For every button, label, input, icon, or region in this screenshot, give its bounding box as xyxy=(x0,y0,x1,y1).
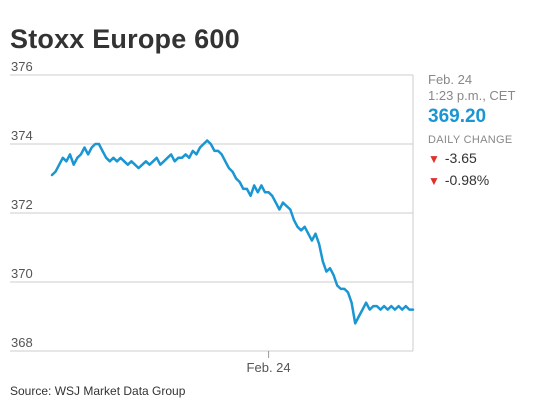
down-triangle-icon: ▼ xyxy=(428,174,440,188)
source-note: Source: WSJ Market Data Group xyxy=(10,384,186,398)
x-tick-label: Feb. 24 xyxy=(247,360,291,375)
change-points: -3.65 xyxy=(444,150,477,166)
y-tick-label: 370 xyxy=(11,266,33,281)
quote-time: 1:23 p.m., CET xyxy=(428,88,516,103)
change-percent-row: ▼ -0.98% xyxy=(428,171,533,190)
daily-change-label: DAILY CHANGE xyxy=(428,134,513,146)
down-triangle-icon: ▼ xyxy=(428,152,440,166)
y-tick-label: 372 xyxy=(11,197,33,212)
quote-date: Feb. 24 xyxy=(428,72,473,87)
y-tick-label: 368 xyxy=(11,335,33,350)
chart-title: Stoxx Europe 600 xyxy=(10,24,240,54)
quote-panel: Feb. 24 1:23 p.m., CET 369.20 DAILY CHAN… xyxy=(428,72,533,190)
series-line xyxy=(50,139,415,325)
change-percent: -0.98% xyxy=(444,172,490,188)
change-points-row: ▼ -3.65 xyxy=(428,149,533,168)
y-tick-label: 374 xyxy=(11,128,33,143)
quote-price: 369.20 xyxy=(428,106,487,127)
y-tick-label: 376 xyxy=(11,59,33,74)
